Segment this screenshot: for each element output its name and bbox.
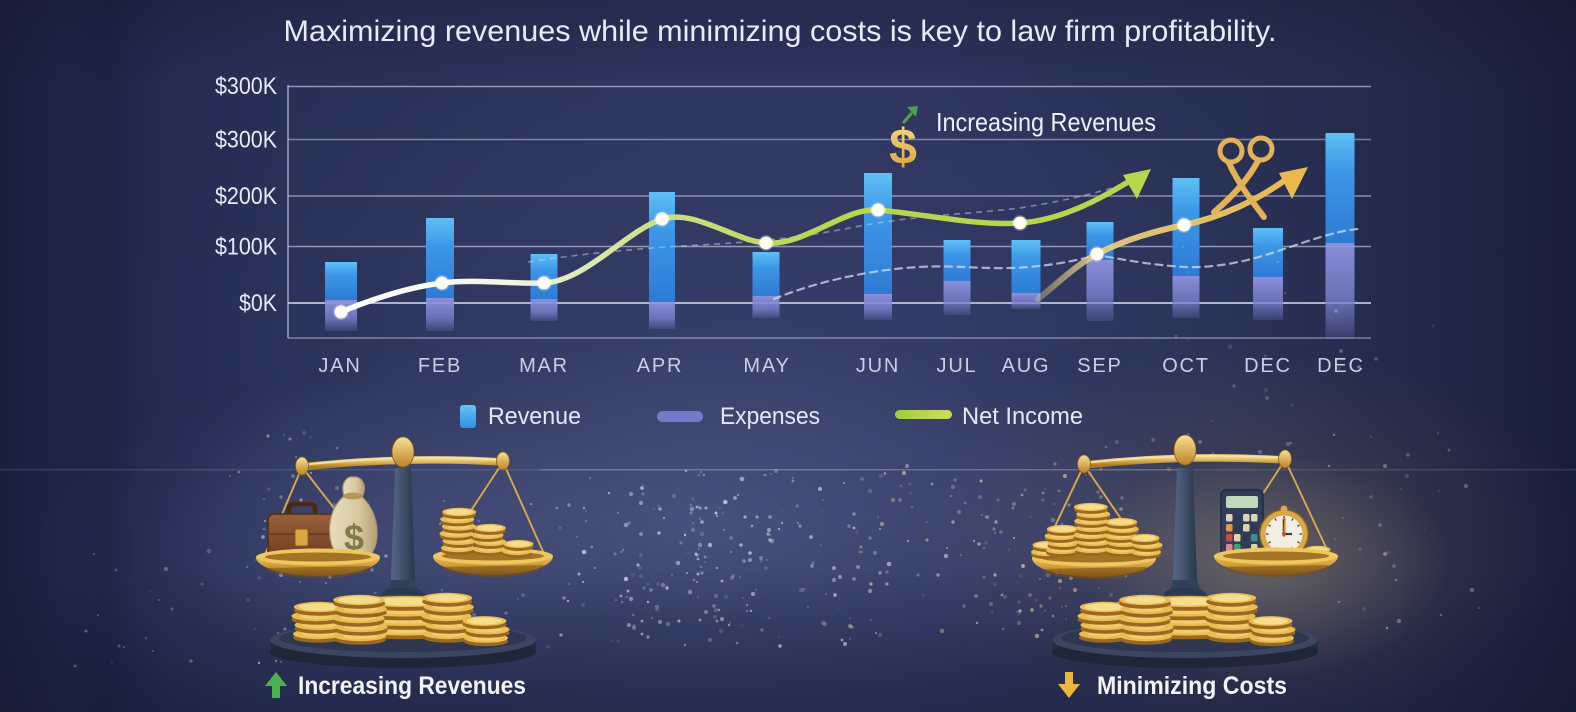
svg-text:AUG: AUG [1002,355,1051,377]
svg-text:Maximizing revenues while mini: Maximizing revenues while minimizing cos… [284,15,1277,48]
svg-text:Expenses: Expenses [720,403,820,430]
svg-text:JUN: JUN [856,355,900,377]
svg-text:$100K: $100K [215,234,277,261]
svg-text:Net Income: Net Income [962,403,1083,430]
svg-text:DEC: DEC [1244,355,1292,377]
svg-text:$200K: $200K [215,183,277,210]
svg-text:APR: APR [637,355,684,377]
svg-text:MAY: MAY [743,355,790,377]
svg-text:$300K: $300K [215,127,277,154]
svg-text:$: $ [889,119,917,175]
svg-text:Increasing Revenues: Increasing Revenues [298,672,526,700]
svg-text:OCT: OCT [1162,355,1210,377]
svg-text:SEP: SEP [1077,355,1122,377]
svg-text:$0K: $0K [239,290,277,317]
svg-text:DEC: DEC [1317,355,1365,377]
svg-text:$: $ [344,517,364,558]
svg-text:JUL: JUL [937,355,978,377]
svg-text:Minimizing Costs: Minimizing Costs [1097,672,1287,700]
svg-text:Revenue: Revenue [488,403,581,430]
svg-text:JAN: JAN [318,355,361,377]
svg-text:Increasing Revenues: Increasing Revenues [936,107,1156,137]
svg-text:FEB: FEB [418,355,462,377]
svg-text:$300K: $300K [215,73,277,100]
svg-text:MAR: MAR [519,355,569,377]
